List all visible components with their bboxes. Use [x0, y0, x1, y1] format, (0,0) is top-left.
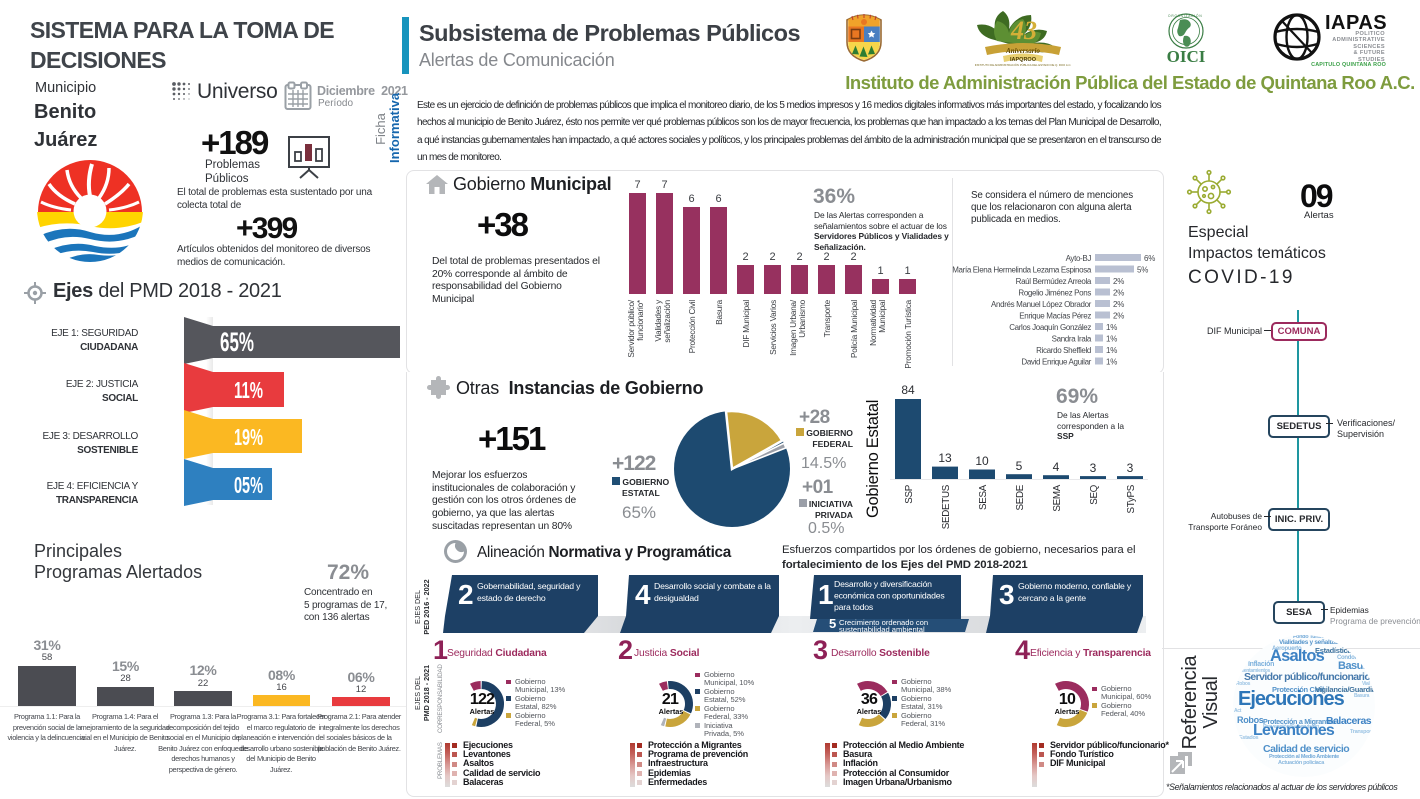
- svg-text:65%: 65%: [220, 327, 254, 357]
- svg-text:IAPQROO: IAPQROO: [1010, 57, 1037, 63]
- svg-text:2: 2: [458, 579, 474, 610]
- svg-text:Crecimiento ordenado con: Crecimiento ordenado con: [839, 618, 928, 627]
- svg-text:2%: 2%: [1113, 312, 1124, 321]
- svg-text:2: 2: [796, 251, 802, 263]
- svg-text:19%: 19%: [234, 424, 263, 450]
- svg-text:10: 10: [975, 454, 989, 468]
- svg-text:INSTITUTO DE ADMINISTRACIÓN PÚ: INSTITUTO DE ADMINISTRACIÓN PÚBLICA DEL …: [975, 62, 1072, 67]
- svg-text:DIF Municipal: DIF Municipal: [742, 300, 751, 348]
- svg-text:SEDETUS: SEDETUS: [941, 484, 952, 529]
- svg-text:6: 6: [715, 193, 721, 205]
- svg-text:2: 2: [742, 251, 748, 263]
- svg-text:Normatividad: Normatividad: [869, 299, 878, 345]
- svg-text:David Enrique Aguilar: David Enrique Aguilar: [1021, 358, 1091, 367]
- svg-text:Ricardo Sheffield: Ricardo Sheffield: [1036, 346, 1091, 355]
- svg-text:estado de derecho: estado de derecho: [477, 593, 546, 603]
- svg-text:3: 3: [1127, 461, 1134, 475]
- svg-text:5: 5: [1016, 459, 1023, 473]
- svg-text:Transporte: Transporte: [823, 299, 832, 337]
- svg-text:desigualdad: desigualdad: [654, 593, 699, 603]
- svg-text:2%: 2%: [1113, 277, 1124, 286]
- svg-text:7: 7: [634, 179, 640, 191]
- svg-text:SEMA: SEMA: [1052, 484, 1063, 511]
- svg-text:1: 1: [818, 579, 834, 610]
- svg-text:1%: 1%: [1106, 358, 1117, 367]
- svg-text:Carlos Joaquín González: Carlos Joaquín González: [1009, 323, 1091, 332]
- svg-text:1: 1: [877, 265, 883, 277]
- svg-text:económica con oportunidades: económica con oportunidades: [834, 591, 945, 601]
- svg-text:para todos: para todos: [834, 602, 874, 612]
- svg-text:cercano a la gente: cercano a la gente: [1018, 593, 1086, 603]
- svg-text:5: 5: [829, 616, 836, 631]
- svg-text:Urbanismo: Urbanismo: [798, 299, 807, 337]
- svg-text:84: 84: [901, 385, 915, 397]
- svg-text:SEDE: SEDE: [1015, 484, 1026, 510]
- svg-text:funcionario*: funcionario*: [636, 299, 645, 341]
- svg-text:Sandra Irala: Sandra Irala: [1052, 335, 1092, 344]
- svg-text:11%: 11%: [234, 377, 263, 403]
- svg-text:OICI: OICI: [1167, 47, 1206, 66]
- svg-text:Raúl Bermúdez Arreola: Raúl Bermúdez Arreola: [1016, 277, 1092, 286]
- svg-text:2: 2: [823, 251, 829, 263]
- svg-text:Policía Municipal: Policía Municipal: [850, 300, 859, 358]
- svg-text:sustentabilidad ambiental: sustentabilidad ambiental: [839, 625, 925, 634]
- svg-text:Vialidades y: Vialidades y: [654, 299, 663, 342]
- svg-text:Municipal: Municipal: [878, 300, 887, 333]
- svg-text:5%: 5%: [1137, 266, 1148, 275]
- svg-text:6: 6: [688, 193, 694, 205]
- svg-text:1%: 1%: [1106, 323, 1117, 332]
- svg-text:SESA: SESA: [978, 484, 989, 510]
- svg-text:Desarrollo social y combate a: Desarrollo social y combate a la: [654, 581, 771, 591]
- svg-text:43: 43: [1010, 16, 1037, 45]
- svg-text:Desarrollo y diversificación: Desarrollo y diversificación: [834, 579, 932, 589]
- svg-text:4: 4: [635, 579, 651, 610]
- svg-text:Protección Civil: Protección Civil: [688, 300, 697, 354]
- svg-text:2: 2: [850, 251, 856, 263]
- svg-text:6%: 6%: [1144, 254, 1155, 263]
- svg-text:María Elena Hermelinda Lezama: María Elena Hermelinda Lezama Espinosa: [952, 266, 1092, 275]
- svg-text:Rogelio Jiménez Pons: Rogelio Jiménez Pons: [1018, 289, 1091, 298]
- svg-text:2: 2: [769, 251, 775, 263]
- svg-text:4: 4: [1053, 460, 1060, 474]
- svg-text:señalización: señalización: [663, 299, 672, 342]
- svg-text:1: 1: [904, 265, 910, 277]
- svg-text:STyPS: STyPS: [1126, 484, 1137, 513]
- svg-text:Enrique Macías Pérez: Enrique Macías Pérez: [1019, 312, 1091, 321]
- svg-text:3: 3: [1090, 461, 1097, 475]
- svg-text:05%: 05%: [234, 472, 263, 498]
- svg-text:3: 3: [999, 579, 1015, 610]
- svg-text:13: 13: [938, 451, 952, 465]
- svg-text:Aniversario: Aniversario: [1005, 47, 1040, 55]
- svg-text:1%: 1%: [1106, 335, 1117, 344]
- svg-text:1%: 1%: [1106, 346, 1117, 355]
- svg-text:Servidor público/: Servidor público/: [627, 299, 636, 358]
- svg-text:Promoción Turística: Promoción Turística: [904, 299, 913, 368]
- svg-text:Gobernabilidad, seguridad y: Gobernabilidad, seguridad y: [477, 581, 581, 591]
- svg-text:7: 7: [661, 179, 667, 191]
- svg-text:SEQ: SEQ: [1089, 484, 1100, 504]
- svg-text:Basura: Basura: [715, 299, 724, 324]
- svg-text:2%: 2%: [1113, 289, 1124, 298]
- svg-text:Ayto-BJ: Ayto-BJ: [1066, 254, 1092, 263]
- svg-text:2%: 2%: [1113, 300, 1124, 309]
- svg-text:O R G A N I Z A C I Ó N: O R G A N I Z A C I Ó N: [1168, 13, 1202, 18]
- svg-text:Imagen Urbana/: Imagen Urbana/: [789, 299, 798, 356]
- svg-text:Servicios Varios: Servicios Varios: [769, 300, 778, 355]
- svg-text:Andrés Manuel López Obrador: Andrés Manuel López Obrador: [991, 300, 1092, 309]
- svg-text:Gobierno moderno, confiable y: Gobierno moderno, confiable y: [1018, 581, 1132, 591]
- svg-text:SSP: SSP: [904, 484, 915, 503]
